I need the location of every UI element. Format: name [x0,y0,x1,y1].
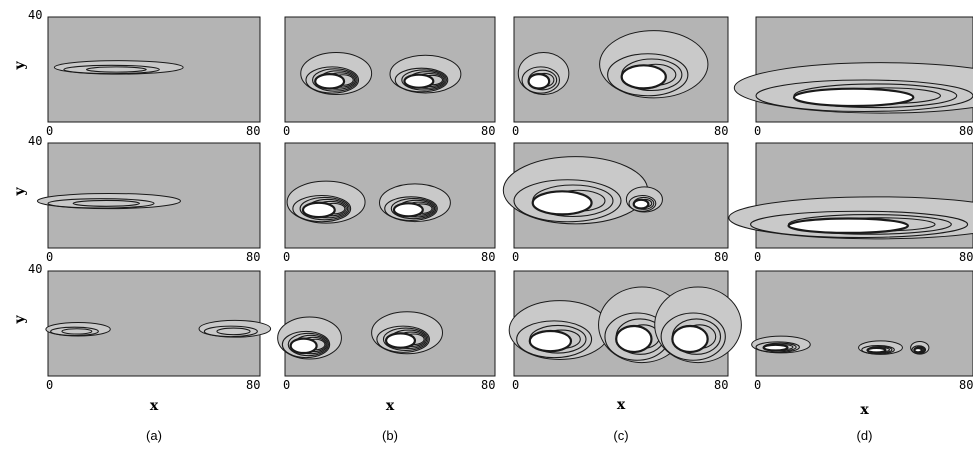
x-tick-label: 80 [481,250,495,264]
contour-line [911,345,927,355]
contour-line [516,320,593,359]
x-tick-label: 0 [46,250,53,264]
contour-core [531,190,593,216]
x-axis-label: x [150,398,159,414]
column-label: (b) [382,428,398,443]
contour-line [50,326,99,337]
contour-core [403,73,435,89]
contour-line [521,66,561,94]
contour-band [198,319,272,338]
contour-line [47,198,155,209]
y-tick-label: 40 [28,8,42,22]
x-tick-label: 0 [283,124,290,138]
contour-line [401,69,447,91]
y-axis-label: y [12,61,28,71]
contour-line [755,79,973,113]
contour-line [299,196,350,221]
x-tick-label: 80 [246,124,260,138]
contour-line [287,332,329,357]
contour-core [615,324,653,354]
contour-core [528,329,573,353]
contour-core [289,337,318,355]
x-tick-label: 0 [46,378,53,392]
contour-line [382,327,429,351]
x-tick-label: 80 [714,378,728,392]
contour-core [632,198,650,210]
column-label: (d) [857,428,873,443]
x-tick-label: 0 [512,378,519,392]
contour-line [394,67,449,93]
column-label: (a) [146,428,162,443]
contour-core [384,332,417,349]
contour-line [61,328,93,335]
x-tick-label: 80 [959,250,973,264]
x-tick-label: 80 [481,124,495,138]
x-tick-label: 80 [959,378,973,392]
y-tick-label: 40 [28,262,42,276]
y-axis-label: y [12,315,28,325]
contour-line [628,194,657,212]
x-tick-label: 0 [512,124,519,138]
contour-line [384,196,438,221]
contour-line [312,68,358,92]
x-tick-label: 0 [754,250,761,264]
x-tick-label: 0 [754,124,761,138]
contour-line [281,330,331,359]
contour-line [750,210,969,239]
contour-core [866,346,887,354]
x-tick-label: 80 [714,250,728,264]
contour-line [203,325,258,338]
x-axis-label: x [617,397,626,413]
contour-core [913,346,923,354]
x-axis-label: x [860,402,869,418]
contour-core [301,201,336,219]
y-axis-label: y [12,187,28,197]
contour-core [392,202,424,218]
contour-core [762,343,789,352]
contour-core [792,87,915,108]
panel-d-row3 [755,270,973,377]
contour-core [671,324,709,354]
contour-line [861,344,895,355]
contour-line [86,66,147,73]
x-tick-label: 80 [959,124,973,138]
column-label: (c) [613,428,628,443]
x-tick-label: 80 [481,378,495,392]
contour-line [607,53,689,97]
contour-line [72,199,140,207]
contour-core [620,64,667,90]
x-tick-label: 0 [512,250,519,264]
contour-core [787,217,909,235]
contour-line [513,179,622,223]
x-tick-label: 80 [246,378,260,392]
contour-line [376,325,430,353]
x-axis-label: x [386,398,395,414]
contour-line [390,198,437,220]
x-tick-label: 0 [283,378,290,392]
y-tick-label: 40 [28,134,42,148]
contour-line [660,312,726,361]
x-tick-label: 80 [246,250,260,264]
x-tick-label: 0 [754,378,761,392]
contour-line [292,194,352,223]
x-tick-label: 80 [714,124,728,138]
x-tick-label: 0 [283,250,290,264]
x-tick-label: 0 [46,124,53,138]
contour-line [755,341,800,353]
contour-line [63,64,160,75]
contour-core [527,72,551,90]
contour-line [216,327,251,336]
contour-line [305,66,360,94]
contour-core [314,72,346,90]
